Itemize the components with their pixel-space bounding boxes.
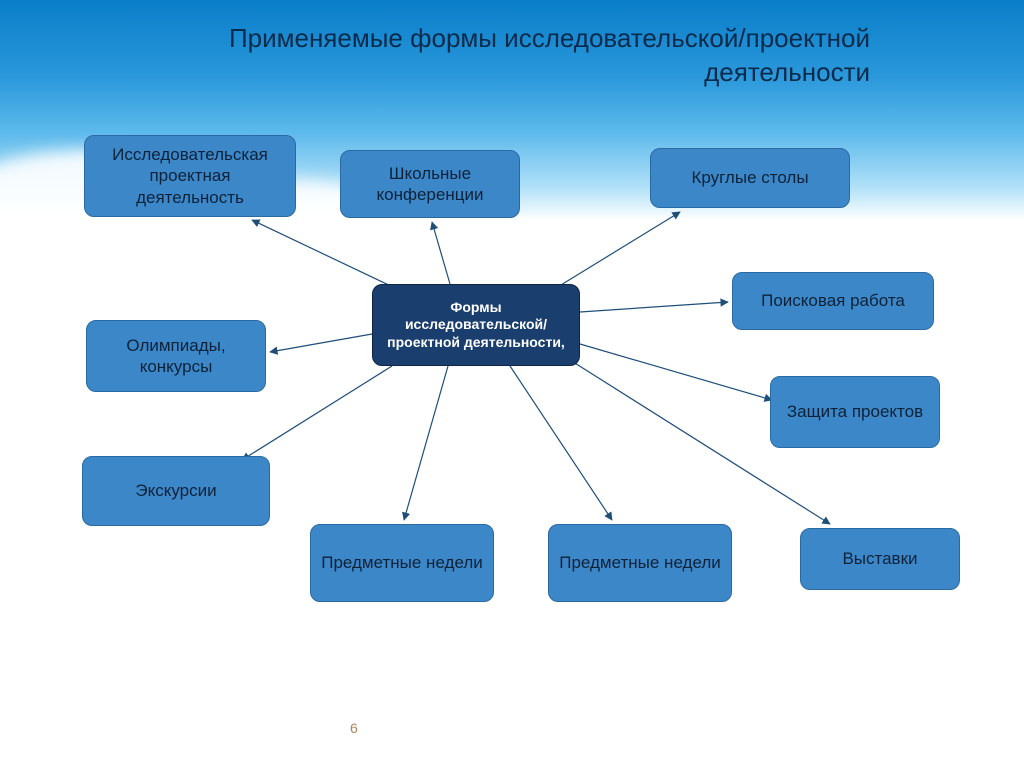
edge [404,366,448,520]
node-n3: Круглые столы [650,148,850,208]
node-n6: Защита проектов [770,376,940,448]
edge [270,334,372,352]
node-label: Предметные недели [559,552,721,573]
edge [580,302,728,312]
slide-title: Применяемые формы исследовательской/прое… [170,22,870,90]
edge [510,366,612,520]
node-n7: Экскурсии [82,456,270,526]
node-n4: Поисковая работа [732,272,934,330]
node-n10: Выставки [800,528,960,590]
node-label: Поисковая работа [761,290,905,311]
node-n5: Олимпиады, конкурсы [86,320,266,392]
node-n9: Предметные недели [548,524,732,602]
node-n1: Исследовательская проектная деятельность [84,135,296,217]
node-label: Предметные недели [321,552,483,573]
node-label: Олимпиады, конкурсы [97,335,255,378]
edge [556,212,680,288]
center-node-label: Формы исследовательской/проектной деятел… [383,299,569,352]
center-node: Формы исследовательской/проектной деятел… [372,284,580,366]
edge [432,222,450,284]
node-label: Круглые столы [691,167,808,188]
node-n2: Школьные конференции [340,150,520,218]
node-n8: Предметные недели [310,524,494,602]
node-label: Защита проектов [787,401,923,422]
title-line1: Применяемые формы исследовательской/прое… [229,23,870,53]
node-label: Экскурсии [135,480,216,501]
node-label: Выставки [842,548,917,569]
node-label: Исследовательская проектная деятельность [95,144,285,208]
page-number: 6 [350,720,358,736]
edge [580,344,772,400]
node-label: Школьные конференции [351,163,509,206]
title-line2: деятельности [704,57,870,87]
